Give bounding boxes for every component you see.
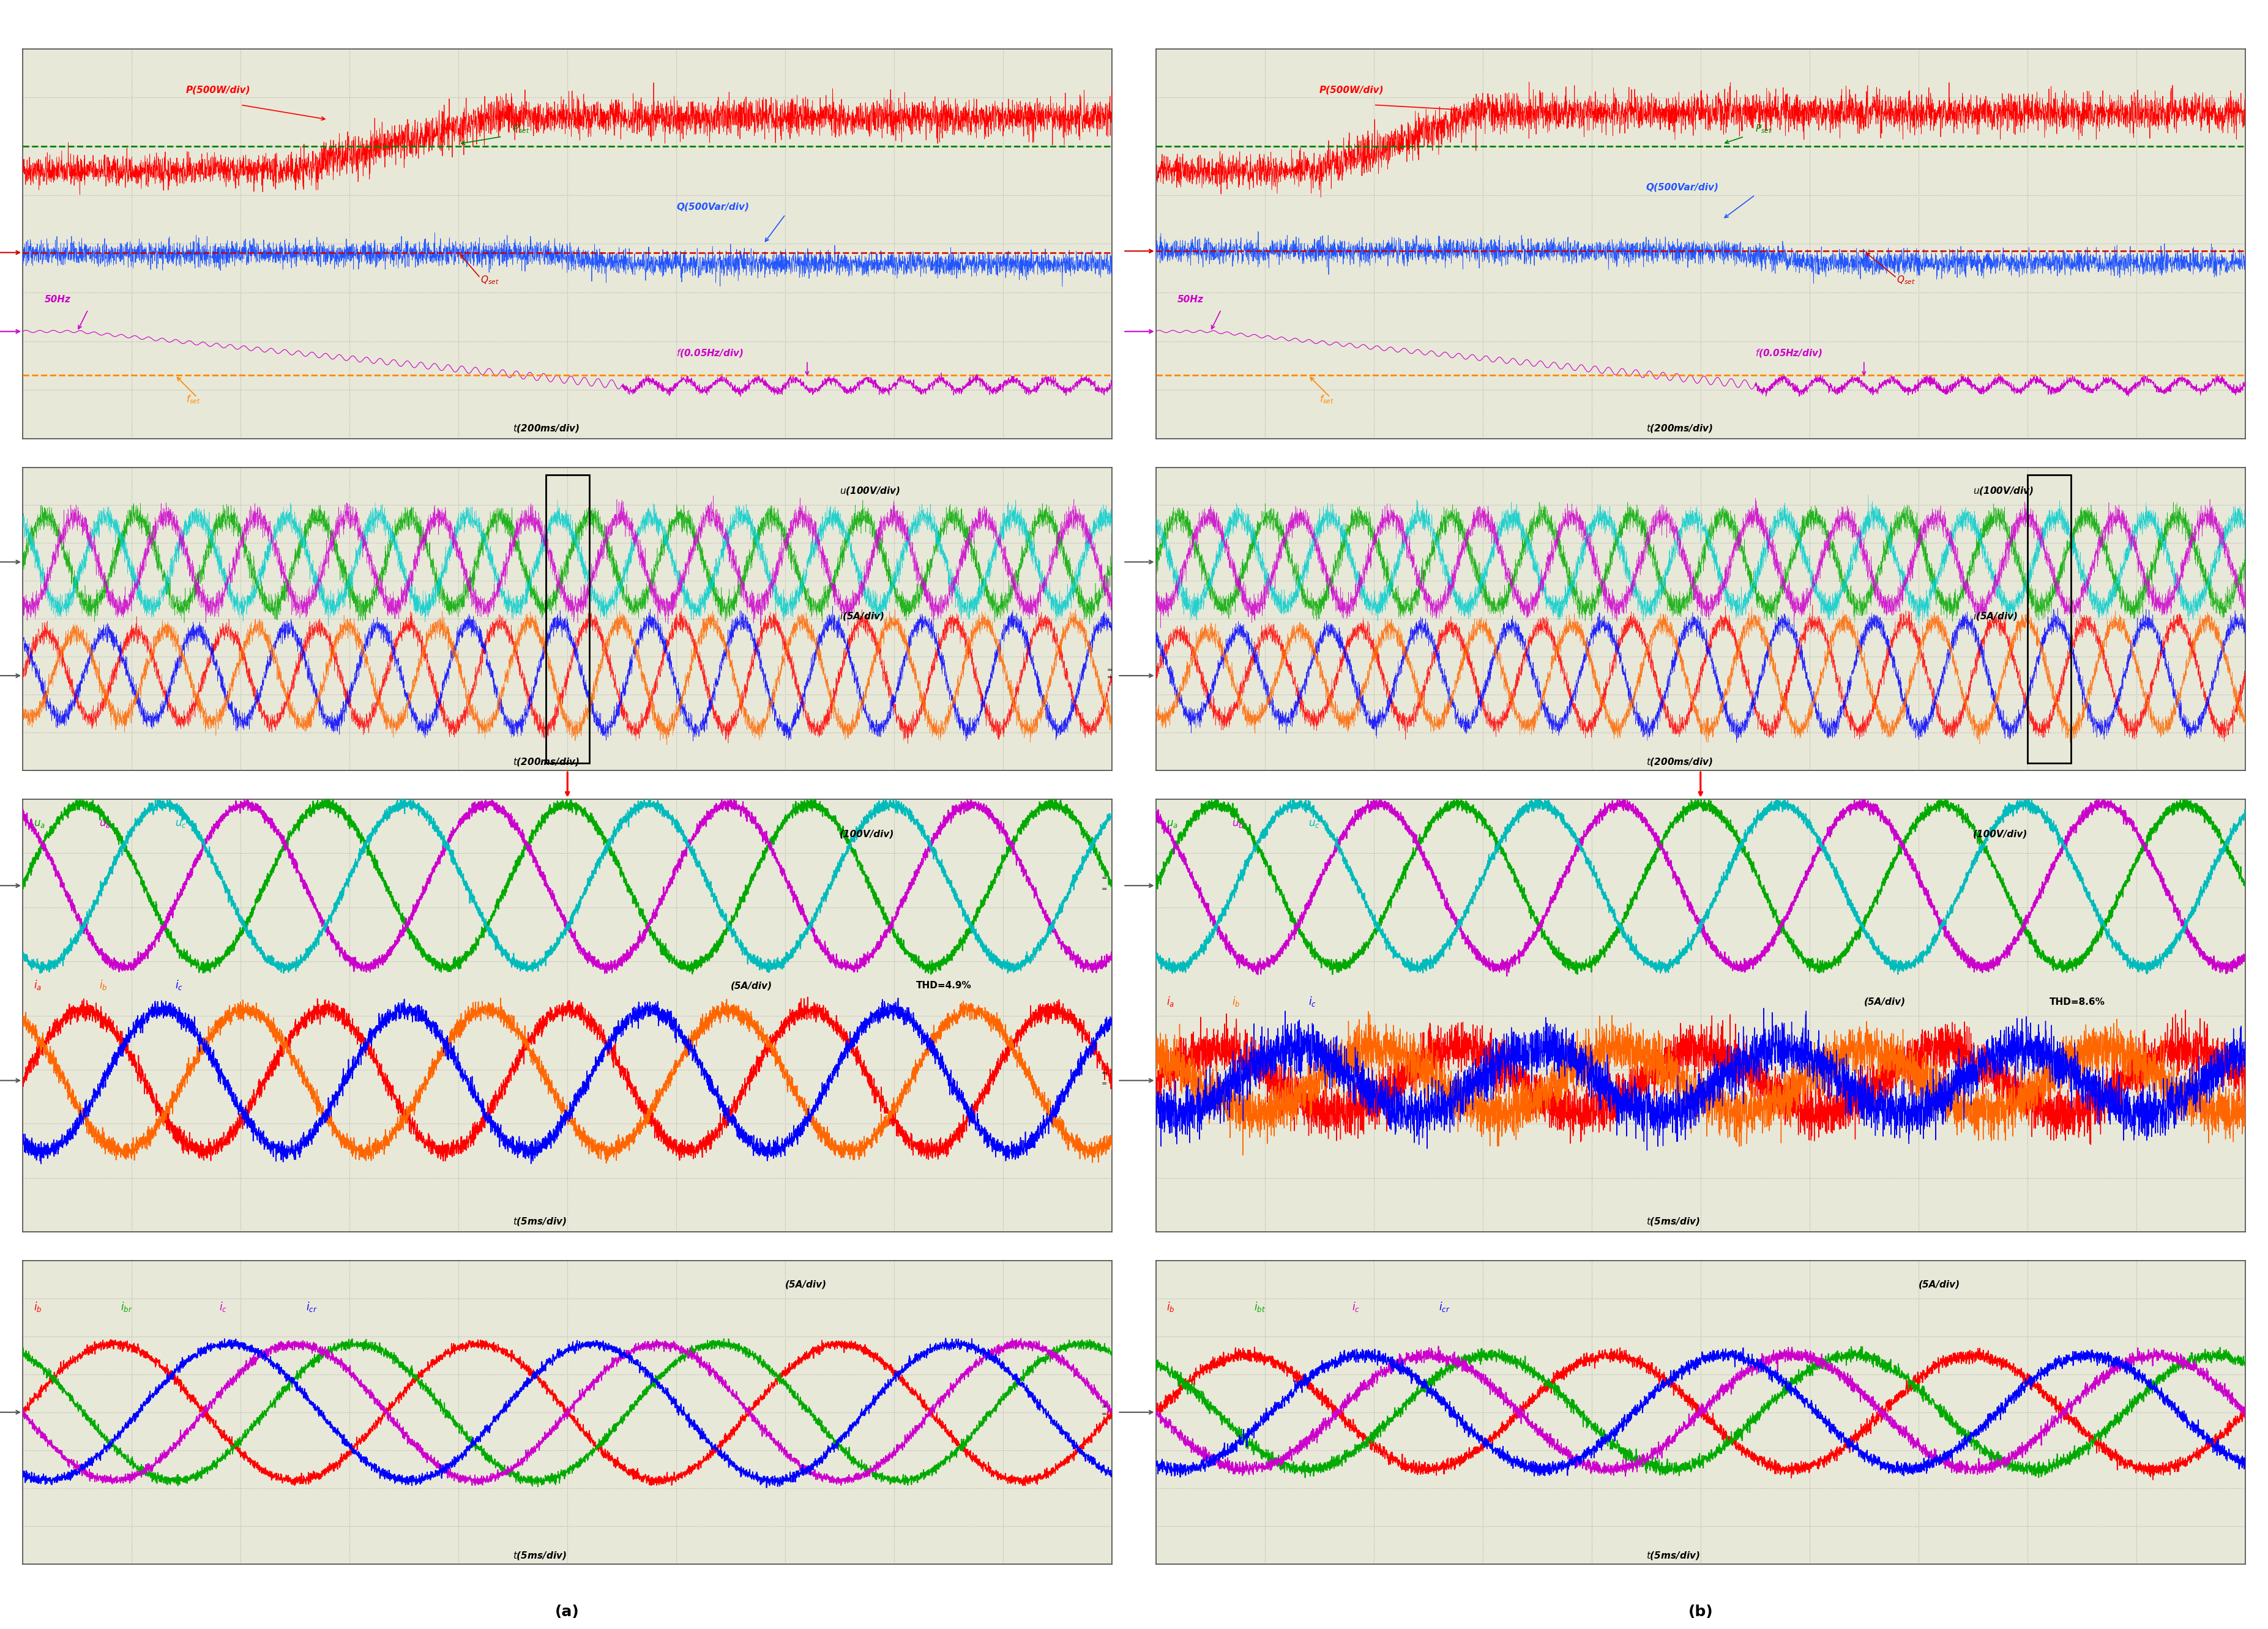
Text: =: = <box>1102 1070 1107 1077</box>
Text: 50Hz: 50Hz <box>1177 295 1204 305</box>
Text: THD=4.9%: THD=4.9% <box>916 981 971 990</box>
Text: (5A/div): (5A/div) <box>1864 997 1905 1007</box>
Text: $i_{cr}$: $i_{cr}$ <box>1440 1300 1449 1313</box>
Text: (5A/div): (5A/div) <box>785 1280 828 1289</box>
Text: $u_c$: $u_c$ <box>1309 818 1320 829</box>
Text: $t$(200ms/div): $t$(200ms/div) <box>513 756 581 767</box>
Text: $t$(5ms/div): $t$(5ms/div) <box>513 1215 567 1227</box>
Text: $i_b$: $i_b$ <box>1232 995 1241 1008</box>
Text: $t$(200ms/div): $t$(200ms/div) <box>513 424 581 433</box>
Text: =: = <box>1102 1411 1107 1417</box>
Text: =: = <box>1102 886 1107 893</box>
Text: P(500W/div): P(500W/div) <box>1320 85 1383 94</box>
Text: $t$(5ms/div): $t$(5ms/div) <box>513 1549 567 1561</box>
Text: THD=8.6%: THD=8.6% <box>2050 997 2105 1007</box>
Text: (100V/div): (100V/div) <box>839 829 894 839</box>
Text: $u$(100V/div): $u$(100V/div) <box>1973 485 2034 497</box>
Text: $i_{br}$: $i_{br}$ <box>120 1300 132 1313</box>
Text: $f$(0.05Hz/div): $f$(0.05Hz/div) <box>1755 347 1823 358</box>
Text: $u_b$: $u_b$ <box>1232 818 1243 829</box>
Text: $t$(5ms/div): $t$(5ms/div) <box>1647 1215 1699 1227</box>
Text: $i$(5A/div): $i$(5A/div) <box>839 611 885 622</box>
Text: P(500W/div): P(500W/div) <box>186 85 252 94</box>
Text: $P_{set}$: $P_{set}$ <box>513 124 531 135</box>
Text: $i_{bt}$: $i_{bt}$ <box>1254 1300 1266 1313</box>
Text: $i$(5A/div): $i$(5A/div) <box>1973 611 2019 622</box>
Bar <box>2028 474 2071 762</box>
Text: =: = <box>1102 875 1107 881</box>
Text: $u_c$: $u_c$ <box>175 818 186 829</box>
Text: 50Hz: 50Hz <box>45 295 70 305</box>
Text: (5A/div): (5A/div) <box>1919 1280 1960 1289</box>
Text: =: = <box>1107 674 1114 681</box>
Text: $t$(200ms/div): $t$(200ms/div) <box>1647 424 1712 433</box>
Text: =: = <box>1107 666 1114 673</box>
Text: Q(500Var/div): Q(500Var/div) <box>1647 182 1719 192</box>
Text: (100V/div): (100V/div) <box>1973 829 2028 839</box>
Text: (5A/div): (5A/div) <box>730 981 773 990</box>
Text: $i_b$: $i_b$ <box>100 979 107 992</box>
Text: (b): (b) <box>1687 1605 1712 1619</box>
Text: $i_a$: $i_a$ <box>1166 995 1175 1008</box>
Text: $i_c$: $i_c$ <box>1352 1300 1361 1313</box>
Text: $u$(100V/div): $u$(100V/div) <box>839 485 900 497</box>
Text: =: = <box>1102 1082 1107 1087</box>
Text: $u_b$: $u_b$ <box>100 818 111 829</box>
Text: $Q_{set}$: $Q_{set}$ <box>481 274 499 285</box>
Text: $Q_{set}$: $Q_{set}$ <box>1896 274 1916 285</box>
Bar <box>547 474 590 762</box>
Text: $t$(200ms/div): $t$(200ms/div) <box>1647 756 1712 767</box>
Text: (a): (a) <box>556 1605 581 1619</box>
Text: $i_{cr}$: $i_{cr}$ <box>306 1300 318 1313</box>
Text: $f_{set}$: $f_{set}$ <box>1320 394 1334 406</box>
Text: =: = <box>1102 1404 1107 1409</box>
Text: $i_c$: $i_c$ <box>218 1300 227 1313</box>
Text: $f$(0.05Hz/div): $f$(0.05Hz/div) <box>676 347 744 358</box>
Text: $t$(5ms/div): $t$(5ms/div) <box>1647 1549 1699 1561</box>
Text: $i_c$: $i_c$ <box>1309 995 1315 1008</box>
Text: $i_b$: $i_b$ <box>34 1300 41 1313</box>
Text: $i_c$: $i_c$ <box>175 979 184 992</box>
Text: $u_a$: $u_a$ <box>1166 818 1179 829</box>
Text: $f_{set}$: $f_{set}$ <box>186 394 202 406</box>
Text: $i_b$: $i_b$ <box>1166 1300 1175 1313</box>
Text: Q(500Var/div): Q(500Var/div) <box>676 202 748 212</box>
Text: $P_{set}$: $P_{set}$ <box>1755 124 1771 135</box>
Text: $u_a$: $u_a$ <box>34 818 45 829</box>
Text: $i_a$: $i_a$ <box>34 979 41 992</box>
